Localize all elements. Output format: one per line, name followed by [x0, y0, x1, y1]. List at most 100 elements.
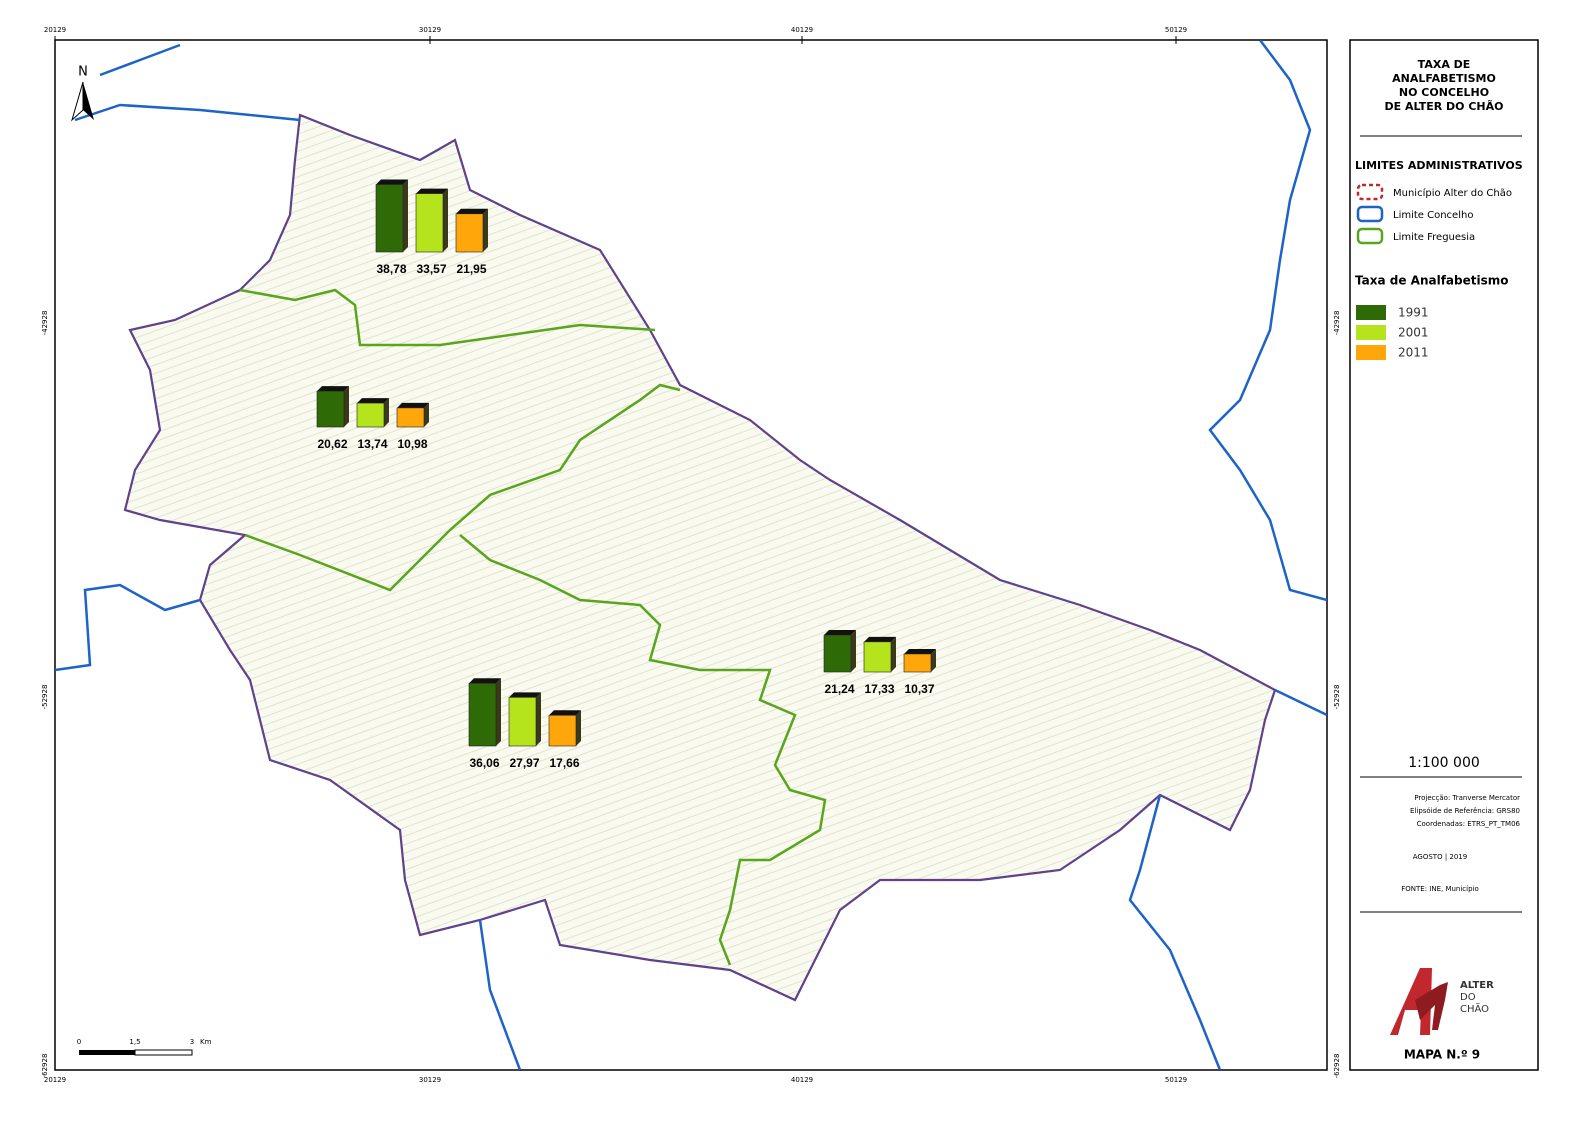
bar-side: [424, 402, 429, 427]
legend-title: ANALFABETISMO: [1392, 72, 1496, 85]
overlay: 20129 20129 30129 30129 40129 40129 50129 50129…: [41, 26, 1341, 1084]
bar-group: 20,62 13,74 10,98: [316, 386, 429, 451]
bar-group: 21,24 17,33 10,37: [823, 630, 936, 696]
value-label: 27,97: [509, 756, 539, 770]
freguesia-limits: [239, 288, 827, 966]
grid-label: 30129: [419, 26, 441, 34]
legend-title: NO CONCELHO: [1399, 86, 1489, 99]
bar-side: [891, 636, 896, 672]
bar: [455, 213, 484, 253]
legend-label: 1991: [1398, 306, 1429, 320]
grid-label: 20129: [44, 26, 66, 34]
legend-swatch: [1356, 305, 1386, 320]
grid-label: 20129: [44, 1076, 66, 1084]
bar: [468, 682, 497, 747]
legend-swatch: [1356, 345, 1386, 360]
bar-top: [317, 386, 349, 392]
value-label: 17,66: [549, 756, 579, 770]
bar-top: [456, 208, 488, 214]
value-label: 20,62: [317, 437, 347, 451]
bar-top: [824, 630, 856, 636]
legend-swatch: [1356, 325, 1386, 340]
bar-group: 36,06 27,97 17,66: [468, 678, 581, 770]
grid-label: 50129: [1165, 26, 1187, 34]
date: AGOSTO | 2019: [1413, 853, 1467, 861]
grid-label: -42928: [1333, 311, 1341, 336]
grid-label: -42928: [41, 311, 49, 336]
grid-label: 50129: [1165, 1076, 1187, 1084]
legend-label: 2011: [1398, 346, 1429, 360]
bar-side: [344, 386, 349, 427]
rate-title: Taxa de Analfabetismo: [1355, 274, 1509, 288]
grid-label: -52928: [41, 685, 49, 710]
projection: Coordenadas: ETRS_PT_TM06: [1417, 820, 1521, 828]
legend-label: 2001: [1398, 326, 1429, 340]
bar: [903, 653, 932, 673]
map-scale: 1:100 000: [1408, 755, 1480, 771]
bar: [375, 184, 404, 253]
bar-group: 38,78 33,57 21,95: [375, 179, 488, 276]
map-number: MAPA N.º 9: [1404, 1048, 1480, 1062]
bar: [396, 407, 425, 428]
grid-label: -52928: [1333, 685, 1341, 710]
scale-unit: Km: [200, 1038, 212, 1046]
bar: [415, 193, 444, 253]
bar-side: [496, 678, 501, 746]
value-label: 36,06: [469, 756, 499, 770]
logo-text: ALTER: [1460, 980, 1494, 991]
value-label: 17,33: [864, 682, 894, 696]
bar-side: [851, 630, 856, 672]
grid-label: 30129: [419, 1076, 441, 1084]
value-label: 21,95: [456, 262, 486, 276]
bar: [823, 634, 852, 673]
value-label: 13,74: [357, 437, 387, 451]
logo-text: CHÃO: [1460, 1002, 1489, 1015]
bar: [548, 714, 577, 747]
concelho-limits: [55, 40, 1327, 1070]
value-label: 38,78: [376, 262, 406, 276]
admin-item: Limite Concelho: [1393, 210, 1473, 221]
projection: Projecção: Tranverse Mercator: [1414, 794, 1520, 802]
map-layers: [55, 40, 1327, 1070]
scale-bar: 0 1,5 3 Km: [77, 1038, 212, 1056]
north-arrow: N: [71, 65, 94, 122]
bar-top: [376, 179, 408, 185]
source: FONTE: INE, Município: [1401, 885, 1479, 893]
value-label: 10,98: [397, 437, 427, 451]
legend-title: TAXA DE: [1418, 58, 1471, 71]
grid-label: 40129: [791, 26, 813, 34]
bar: [508, 697, 537, 747]
bar-side: [931, 648, 936, 672]
grid-label: -62928: [41, 1054, 49, 1079]
projection: Elipsóide de Referência: GRS80: [1410, 807, 1520, 815]
bar-side: [403, 179, 408, 252]
grid-label: 40129: [791, 1076, 813, 1084]
legend-panel: TAXA DE ANALFABETISMO NO CONCELHO DE ALT…: [1349, 39, 1539, 1071]
logo-text: DO: [1460, 992, 1476, 1003]
bar: [316, 390, 345, 428]
bar-top: [509, 692, 541, 698]
logo: ALTER DO CHÃO: [1390, 968, 1494, 1035]
admin-title: LIMITES ADMINISTRATIVOS: [1355, 159, 1523, 172]
north-label: N: [78, 65, 88, 80]
municipality-area: [123, 113, 1277, 1002]
scale-label: 1,5: [129, 1038, 140, 1046]
bar-side: [384, 398, 389, 427]
value-label: 21,24: [824, 682, 854, 696]
bar-top: [904, 648, 936, 654]
admin-item: Limite Freguesia: [1393, 232, 1475, 243]
bar-top: [416, 188, 448, 194]
value-label: 33,57: [416, 262, 446, 276]
bar-side: [576, 710, 581, 746]
bar-top: [549, 710, 581, 716]
admin-item: Município Alter do Chão: [1393, 187, 1512, 199]
series-legend: 1991 2001 2011: [1356, 305, 1429, 360]
bar-top: [864, 636, 896, 642]
grid-label: -62928: [1333, 1054, 1341, 1079]
bar-side: [483, 208, 488, 252]
bar-side: [443, 188, 448, 252]
bar-top: [397, 402, 429, 408]
bar-side: [536, 692, 541, 746]
bar: [863, 641, 892, 673]
